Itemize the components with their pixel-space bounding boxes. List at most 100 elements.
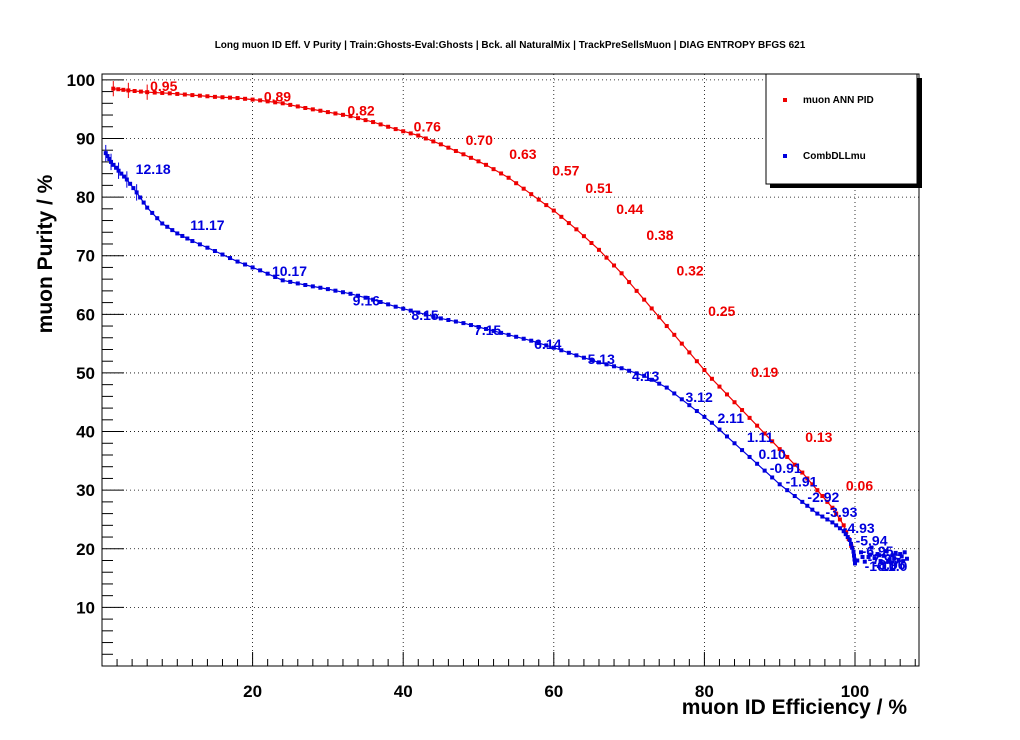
- series-1-point: [348, 114, 353, 119]
- series-2-point: [431, 314, 436, 319]
- y-tick-label: 90: [76, 129, 95, 148]
- series-1-point: [116, 87, 121, 92]
- blue-point-label: 1.11: [747, 429, 774, 445]
- series-2-point: [860, 554, 865, 559]
- series-2-point: [657, 381, 662, 386]
- series-2-point: [792, 494, 797, 499]
- legend-marker: [783, 98, 787, 102]
- series-2-point: [131, 186, 136, 191]
- series-2-point: [114, 165, 119, 170]
- series-2-point: [145, 205, 150, 210]
- series-1-point: [642, 297, 647, 302]
- series-2-point: [491, 328, 496, 333]
- x-tick-label: 60: [544, 682, 563, 701]
- series-1-point: [732, 400, 737, 405]
- series-2-point: [348, 291, 353, 296]
- series-1-point: [138, 89, 143, 94]
- series-2-point: [165, 224, 170, 229]
- series-line-2: [105, 152, 856, 564]
- series-1-point: [190, 93, 195, 98]
- series-2-point: [672, 391, 677, 396]
- series-2-point: [122, 174, 127, 179]
- series-2-point: [825, 517, 830, 522]
- blue-point-label: 3.12: [686, 389, 713, 405]
- blue-point-label: 10.17: [272, 263, 307, 279]
- series-2-point: [220, 252, 225, 257]
- series-2-point: [325, 287, 330, 292]
- y-tick-label: 60: [76, 305, 95, 324]
- series-2-point: [843, 532, 848, 537]
- blue-point-label: 12.18: [136, 161, 171, 177]
- series-2-point: [841, 529, 846, 534]
- series-1-point: [785, 454, 790, 459]
- series-1-point: [363, 118, 368, 123]
- series-1-point: [762, 431, 767, 436]
- series-2-point: [141, 200, 146, 205]
- series-1-point: [551, 208, 556, 213]
- series-1-point: [235, 96, 240, 101]
- series-2-point: [386, 302, 391, 307]
- series-1-point: [438, 142, 443, 147]
- red-point-label: 0.51: [585, 180, 612, 196]
- series-1-point: [506, 175, 511, 180]
- series-1-point: [657, 315, 662, 320]
- series-1-point: [566, 221, 571, 226]
- x-tick-label: 80: [695, 682, 714, 701]
- series-1-point: [423, 136, 428, 141]
- series-2-point: [185, 236, 190, 241]
- series-2-point: [138, 195, 143, 200]
- series-2-point: [762, 468, 767, 473]
- series-2-point: [627, 368, 632, 373]
- series-1-point: [212, 94, 217, 99]
- series-2-point: [859, 550, 864, 555]
- series-1-point: [325, 110, 330, 115]
- series-2-point: [506, 332, 511, 337]
- series-1-point: [724, 392, 729, 397]
- series-2-point: [111, 162, 116, 167]
- series-2-point: [551, 345, 556, 350]
- series-1-point: [160, 90, 165, 95]
- series-2-point: [679, 397, 684, 402]
- series-2-point: [521, 336, 526, 341]
- x-tick-label: 100: [841, 682, 869, 701]
- y-tick-label: 100: [67, 71, 95, 90]
- series-1-point: [431, 139, 436, 144]
- series-2-point: [280, 278, 285, 283]
- series-lines: [105, 88, 856, 564]
- series-1-point: [612, 263, 617, 268]
- series-1-point: [619, 271, 624, 276]
- series-1-point: [408, 131, 413, 136]
- series-2-point: [438, 316, 443, 321]
- legend-label: muon ANN PID: [803, 95, 874, 106]
- series-2-point: [881, 553, 886, 558]
- series-1-point: [273, 100, 278, 105]
- series-1-point: [386, 124, 391, 129]
- series-1-point: [589, 241, 594, 246]
- series-1-point: [664, 324, 669, 329]
- series-1-point: [709, 376, 714, 381]
- series-1-point: [378, 122, 383, 127]
- series-1-point: [453, 148, 458, 153]
- series-2-point: [536, 341, 541, 346]
- series-2-point: [886, 559, 891, 564]
- series-2-point: [423, 312, 428, 317]
- series-1-point: [747, 415, 752, 420]
- series-line-1: [113, 88, 852, 547]
- series-1-point: [461, 152, 466, 157]
- blue-point-label: -11.0: [876, 558, 907, 574]
- series-2-point: [228, 256, 233, 261]
- series-1-point: [491, 167, 496, 172]
- series-2-point: [899, 554, 904, 559]
- series-1-point: [805, 476, 810, 481]
- series-1-point: [604, 255, 609, 260]
- blue-point-label: -6.95: [862, 543, 894, 559]
- series-2-point: [820, 514, 825, 519]
- blue-point-label: 5.13: [588, 351, 615, 367]
- red-point-label: 0.38: [646, 227, 673, 243]
- series-2-point: [747, 454, 752, 459]
- series-2-point: [892, 556, 897, 561]
- series-2-point: [190, 239, 195, 244]
- series-2-point: [197, 242, 202, 247]
- series-points: [103, 81, 909, 566]
